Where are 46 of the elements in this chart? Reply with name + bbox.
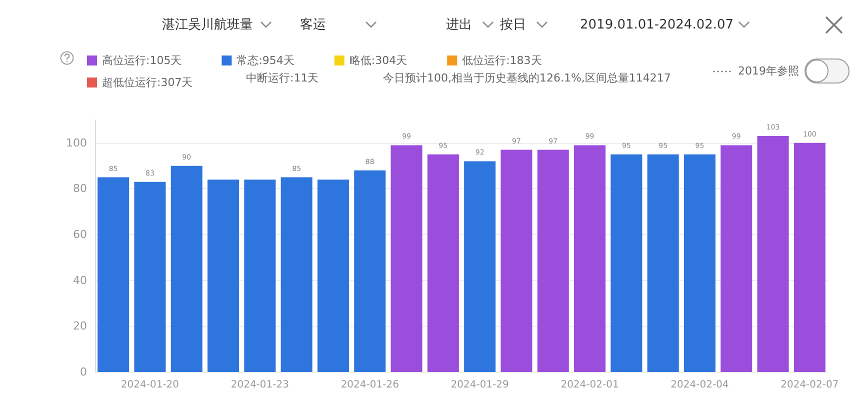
bar — [354, 170, 386, 372]
bar — [427, 154, 459, 372]
legend-label: 低位运行:183天 — [462, 54, 542, 67]
legend-label: 常态:954天 — [236, 54, 294, 67]
bar — [574, 145, 606, 372]
text: 中断运行:11天 — [246, 72, 319, 84]
bar — [208, 180, 240, 372]
bar — [390, 145, 422, 372]
legend-label: 略低:304天 — [349, 54, 408, 67]
y-tick-label: 100 — [66, 136, 87, 150]
bar — [794, 142, 826, 372]
bar — [684, 154, 716, 372]
bar — [720, 145, 752, 372]
bar — [610, 154, 642, 372]
bar — [537, 150, 569, 372]
y-tick-label: 80 — [73, 182, 87, 196]
y-tick-label: 0 — [80, 366, 87, 378]
text: 今日预计100,相当于历史基线的126.1%,区间总量114217 — [383, 72, 671, 84]
bar — [500, 150, 532, 372]
bar — [170, 166, 202, 372]
text: 湛江吴川航班量 — [162, 18, 253, 32]
bar — [98, 177, 130, 372]
y-tick-label: 20 — [73, 320, 87, 333]
y-tick-label: 40 — [73, 274, 87, 287]
x-tick-label: 2024-01-23 — [230, 380, 289, 390]
x-tick-label: 2024-01-20 — [120, 380, 180, 390]
y-tick-label: 60 — [73, 228, 87, 242]
legend-label: 超低位运行:307天 — [102, 76, 193, 89]
bar — [757, 136, 789, 372]
legend-label: 高位运行:105天 — [102, 54, 182, 67]
text: 2019年参照 — [738, 64, 799, 78]
bar — [647, 154, 679, 372]
bar — [317, 180, 349, 372]
x-tick-label: 2024-01-26 — [340, 380, 399, 390]
x-tick-label: 2024-02-07 — [780, 380, 839, 390]
text: 按日 — [500, 18, 526, 32]
x-tick-label: 2024-01-29 — [450, 380, 509, 390]
bar — [134, 182, 166, 372]
bar — [464, 161, 496, 372]
bar — [244, 180, 276, 372]
text: 2019.01.01-2024.02.07 — [580, 18, 734, 32]
x-tick-label: 2024-02-01 — [560, 380, 619, 390]
text: 进出 — [446, 18, 472, 32]
x-tick-label: 2024-02-04 — [670, 380, 729, 390]
text: 客运 — [300, 16, 326, 32]
bar — [280, 177, 312, 372]
